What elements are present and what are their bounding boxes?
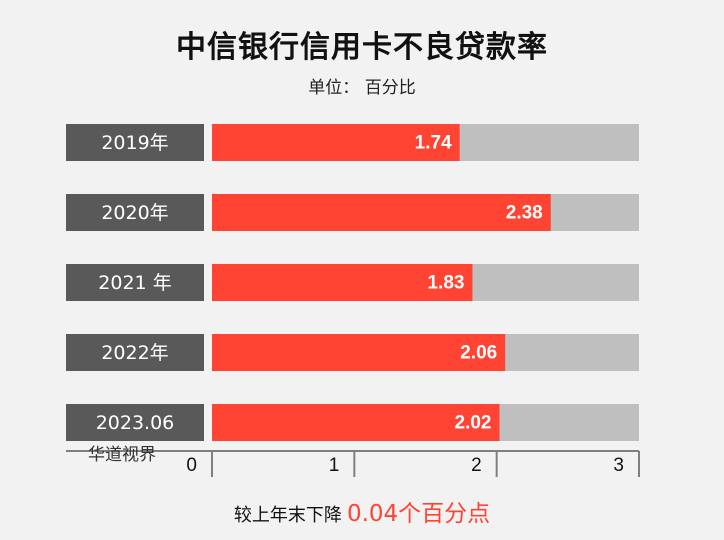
bar <box>212 334 506 371</box>
footer-highlight: 0.04个百分点 <box>346 501 491 527</box>
category-label: 2020年 <box>101 202 168 224</box>
x-tick-label: 0 <box>186 455 197 476</box>
data-label: 2.02 <box>455 413 492 434</box>
category-label: 2022年 <box>101 342 168 364</box>
data-label: 2.06 <box>460 343 497 364</box>
x-tick-label: 3 <box>613 455 624 476</box>
category-label: 2019年 <box>101 132 168 154</box>
data-label: 1.74 <box>415 133 452 154</box>
footer-text: 较上年末下降 <box>233 505 342 526</box>
data-label: 1.83 <box>427 273 464 294</box>
category-box <box>66 124 204 161</box>
category-label: 2023.06 <box>96 412 175 434</box>
category-box <box>66 264 204 301</box>
chart-title: 中信银行信用卡不良贷款率 <box>176 30 548 65</box>
chart-subtitle: 单位： 百分比 <box>308 78 416 98</box>
category-box <box>66 334 204 371</box>
bar <box>212 194 551 231</box>
bar <box>212 404 500 441</box>
bar <box>212 264 473 301</box>
data-label: 2.38 <box>506 203 543 224</box>
watermark-text: 华道视界 <box>88 445 156 465</box>
footer-note: 较上年末下降 0.04个百分点 <box>0 494 724 528</box>
x-tick-label: 1 <box>329 455 340 476</box>
x-tick-label: 2 <box>471 455 482 476</box>
category-box <box>66 404 204 441</box>
bar <box>212 124 460 161</box>
category-box <box>66 194 204 231</box>
category-label: 2021 年 <box>98 272 171 294</box>
